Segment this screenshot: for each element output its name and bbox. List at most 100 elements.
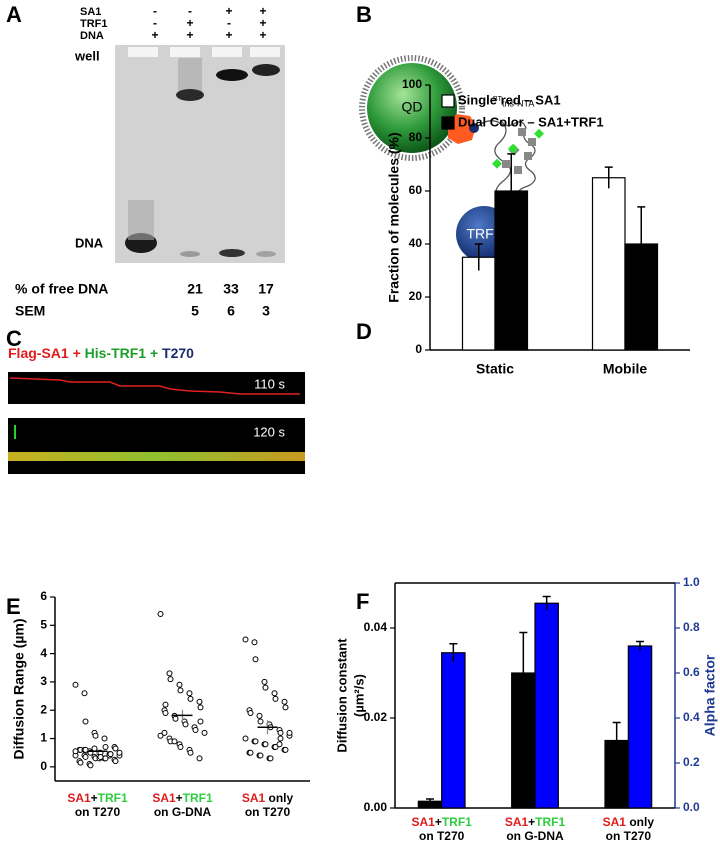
kymograph-title: Flag-SA1 + His-TRF1 + T270 — [8, 345, 194, 361]
data-point — [183, 722, 188, 727]
y-axis-label: Diffusion constant — [334, 638, 349, 753]
data-point — [278, 730, 283, 735]
label-part: on G-DNA — [154, 805, 212, 819]
title-part: His-TRF1 + — [85, 345, 162, 361]
label-part: on T270 — [419, 829, 465, 843]
title-part: Flag-SA1 + — [8, 345, 85, 361]
x-tick-label: SA1 only — [242, 791, 294, 805]
data-point — [187, 691, 192, 696]
dna-label: DNA — [75, 235, 104, 250]
label-part: + — [528, 815, 535, 829]
data-point — [73, 749, 78, 754]
table-value: 17 — [258, 281, 274, 297]
table-value: 6 — [227, 303, 235, 319]
x-tick-label: on G-DNA — [506, 829, 564, 843]
data-point — [173, 716, 178, 721]
label-part: TRF1 — [442, 815, 472, 829]
legend-swatch — [442, 95, 454, 107]
bar — [628, 646, 651, 808]
y-tick-label: 3 — [40, 674, 47, 688]
table-value: 5 — [191, 303, 199, 319]
legend-label: Dual Color – SA1+TRF1 — [458, 114, 604, 129]
data-point — [248, 711, 253, 716]
y-tick-label: 6 — [40, 589, 47, 603]
data-point — [197, 699, 202, 704]
label-part: SA1 — [67, 791, 91, 805]
label-part: only — [265, 791, 293, 805]
data-point — [263, 742, 268, 747]
x-tick-label: SA1 only — [603, 815, 655, 829]
data-point — [103, 745, 108, 750]
data-point — [277, 742, 282, 747]
gel-image — [115, 45, 285, 263]
lane-sign: + — [259, 28, 266, 42]
lane-sign: + — [225, 28, 232, 42]
data-point — [93, 733, 98, 738]
data-point — [188, 696, 193, 701]
qd-label: QD — [402, 99, 423, 115]
x-tick-label: Mobile — [603, 361, 648, 377]
data-point — [113, 746, 118, 751]
data-point — [73, 682, 78, 687]
label-part: on G-DNA — [506, 829, 564, 843]
table-row-label: % of free DNA — [15, 281, 108, 297]
data-point — [178, 745, 183, 750]
y-tick-label: 2 — [40, 702, 47, 716]
data-point — [163, 702, 168, 707]
y-tick-label: 1.0 — [683, 575, 700, 589]
x-tick-label: Static — [476, 361, 514, 377]
table-value: 21 — [187, 281, 203, 297]
y-tick-label: 60 — [409, 183, 423, 197]
table-row-label: SEM — [15, 303, 45, 319]
data-point — [172, 739, 177, 744]
data-point — [83, 719, 88, 724]
panel-letter: F — [356, 589, 369, 614]
y-tick-label: 0.4 — [683, 710, 700, 724]
data-point — [258, 753, 263, 758]
data-point — [198, 705, 203, 710]
bar — [593, 178, 626, 350]
lane-sign: + — [151, 28, 158, 42]
y-tick-label: 80 — [409, 130, 423, 144]
label-part: on T270 — [75, 805, 121, 819]
y-tick-label: 0.02 — [364, 710, 388, 724]
table-value: 3 — [262, 303, 270, 319]
data-point — [92, 746, 97, 751]
label-part: TRF1 — [98, 791, 128, 805]
panel-letter: E — [6, 594, 21, 619]
condition-label: TRF1 — [80, 18, 108, 30]
y-tick-label: 0 — [40, 759, 47, 773]
data-point — [167, 671, 172, 676]
data-point — [248, 750, 253, 755]
data-point — [287, 730, 292, 735]
label-part: SA1 — [411, 815, 435, 829]
data-point — [88, 763, 93, 768]
data-point — [83, 747, 88, 752]
x-tick-label: SA1+TRF1 — [411, 815, 472, 829]
y-axis-label: (µm²/s) — [351, 674, 366, 717]
y-tick-label: 0.2 — [683, 755, 700, 769]
x-tick-label: on T270 — [606, 829, 652, 843]
data-point — [163, 711, 168, 716]
panel-letter: B — [356, 2, 372, 27]
y-tick-label: 0.8 — [683, 620, 700, 634]
data-point — [108, 752, 113, 757]
data-point — [178, 688, 183, 693]
data-point — [193, 728, 198, 733]
data-point — [257, 713, 262, 718]
data-point — [78, 760, 83, 765]
data-point — [177, 682, 182, 687]
x-tick-label: on T270 — [419, 829, 465, 843]
data-point — [272, 691, 277, 696]
data-point — [283, 747, 288, 752]
label-part: + — [435, 815, 442, 829]
label-part: SA1 — [603, 815, 627, 829]
label-part: SA1 — [505, 815, 529, 829]
lane-sign: + — [186, 28, 193, 42]
label-part: TRF1 — [535, 815, 565, 829]
y-tick-label: 20 — [409, 289, 423, 303]
data-point — [198, 719, 203, 724]
bar — [463, 257, 496, 350]
data-point — [253, 657, 258, 662]
